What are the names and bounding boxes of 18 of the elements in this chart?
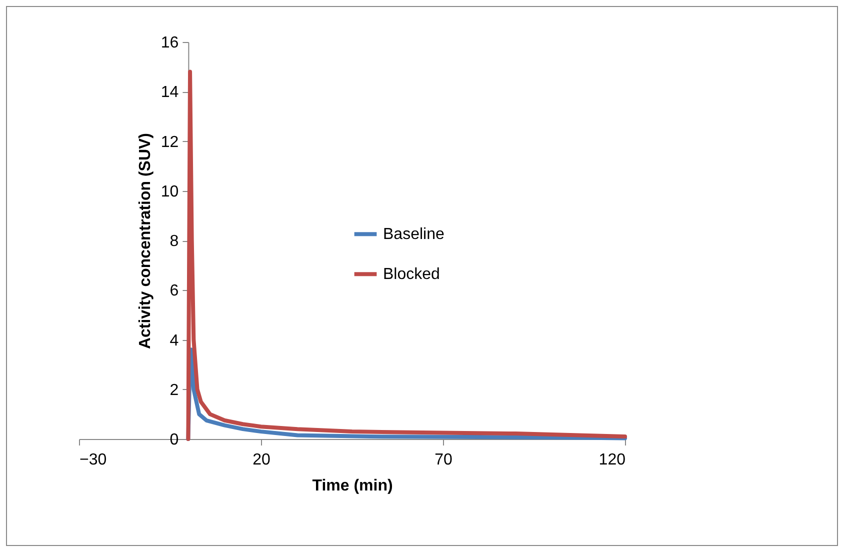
y-tick-label: 2 [170,382,179,399]
x-tick-label: 70 [434,452,452,468]
line-series [186,70,627,441]
y-tick-label: 10 [160,183,179,200]
y-tick-label: 8 [170,233,179,250]
y-tick-label: 4 [170,332,179,350]
y-tick-label: 16 [160,34,179,52]
legend-label: Blocked [383,266,440,284]
x-axis-title: Time (min) [312,478,393,494]
x-tick-label: −30 [80,452,107,468]
y-tick-label: 14 [160,84,179,102]
y-axis-title: Activity concentration (SUV) [136,132,154,350]
y-tick-label: 0 [170,432,179,448]
y-tick-label: 12 [160,134,179,151]
legend-label: Baseline [383,226,444,244]
x-tick-label: 120 [598,452,626,468]
y-tick-label: 6 [170,282,179,300]
x-tick-label: 20 [252,452,270,468]
